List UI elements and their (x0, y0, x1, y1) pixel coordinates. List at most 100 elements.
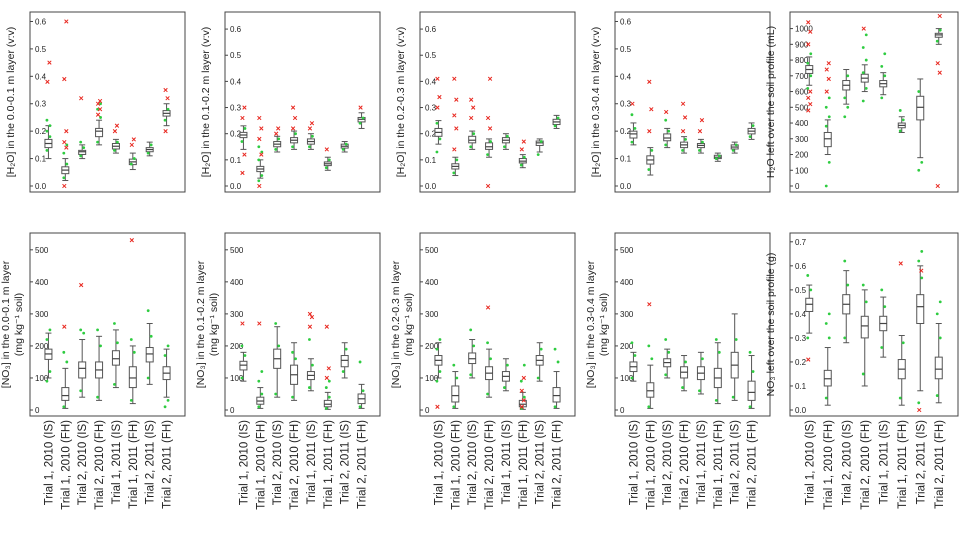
box-8 (162, 344, 171, 409)
y-axis-label-line: (mg kg⁻¹ soil) (208, 293, 220, 356)
y-tick-label: 0.4 (230, 77, 242, 86)
y-tick-label: 0.1 (620, 155, 632, 164)
point-green (864, 33, 868, 37)
point-green (435, 347, 439, 351)
outlier-stroke (290, 105, 296, 110)
outlier-red (307, 311, 313, 317)
outlier-red (276, 126, 281, 131)
point-green (917, 168, 921, 172)
outlier-stroke (808, 101, 813, 107)
y-axis-label-line: NO₃ left over the soil profile (g) (765, 253, 777, 397)
outlier-red (257, 321, 262, 326)
box-6 (323, 324, 332, 410)
box-8 (747, 350, 756, 409)
box-5 (696, 351, 705, 395)
box-1 (239, 321, 248, 382)
x-category-label: Trial 2, 2010 (FH) (94, 420, 106, 510)
outlier-stroke (806, 357, 811, 362)
point-green (917, 401, 921, 405)
point-green (935, 394, 939, 397)
point-green (843, 259, 847, 263)
point-green (240, 140, 244, 143)
outlier-red (240, 321, 245, 326)
point-green (45, 129, 49, 133)
outlier-red (452, 76, 457, 81)
point-green (519, 163, 523, 167)
point-green (681, 148, 684, 152)
outlier-red (919, 268, 924, 273)
outlier-stroke (452, 113, 457, 118)
y-axis-label: [H₂O] in the 0.3-0.4 m layer (v:v) (590, 27, 602, 178)
point-green (132, 157, 136, 160)
y-tick-label: 0 (620, 406, 625, 415)
y-axis-label-line: (mg kg⁻¹ soil) (403, 293, 415, 356)
y-axis-label: [H₂O] in the 0.2-0.3 m layer (v:v) (395, 27, 407, 178)
point-green (917, 259, 921, 263)
point-green (146, 376, 150, 380)
y-tick-label: 200 (795, 151, 809, 160)
y-tick-label: 0.3 (230, 104, 242, 113)
outlier-stroke (917, 407, 922, 413)
outlier-red (519, 388, 524, 393)
point-green (260, 392, 264, 396)
point-green (824, 396, 828, 400)
outlier-red (682, 115, 688, 120)
y-tick-label: 0 (795, 182, 800, 191)
point-green (327, 395, 331, 399)
outlier-red (131, 137, 136, 142)
point-green (846, 105, 850, 109)
box-8 (747, 122, 756, 140)
box-iqr (916, 95, 925, 121)
x-category-label: Trial 2, 2011 (IS) (730, 420, 742, 505)
outlier-stroke (937, 13, 942, 19)
point-green (146, 151, 150, 155)
outlier-stroke (485, 305, 491, 310)
point-green (901, 118, 905, 122)
y-tick-label: 1000 (795, 25, 813, 34)
outlier-red (97, 107, 103, 112)
outlier-red (307, 324, 313, 329)
point-green (938, 28, 942, 32)
box-8 (934, 13, 943, 189)
point-green (240, 344, 244, 348)
outlier-stroke (647, 129, 652, 134)
outlier-red (257, 136, 262, 142)
outlier-stroke (647, 302, 652, 307)
y-tick-label: 0.3 (795, 334, 807, 343)
outlier-red (699, 118, 705, 123)
outlier-red (97, 98, 103, 104)
point-green (79, 389, 83, 393)
box-5 (306, 311, 315, 392)
outlier-red (861, 26, 866, 31)
plot-frame (614, 232, 771, 417)
outlier-red (358, 105, 363, 110)
x-category-label: Trial 2, 2010 (IS) (272, 420, 284, 505)
outlier-stroke (242, 152, 247, 157)
point-green (731, 395, 735, 399)
box-7 (916, 78, 925, 172)
outlier-stroke (935, 61, 940, 66)
point-green (846, 74, 850, 78)
outlier-red (259, 152, 264, 157)
point-green (486, 341, 489, 345)
y-tick-label: 0.1 (425, 156, 437, 165)
point-green (452, 405, 456, 409)
outlier-red (435, 404, 440, 409)
outlier-stroke (437, 94, 442, 100)
point-green (861, 372, 865, 376)
y-tick-label: 300 (795, 135, 809, 144)
box-2 (451, 76, 460, 177)
box-2 (61, 324, 70, 409)
y-tick-label: 100 (620, 374, 634, 383)
y-tick-label: 0.1 (795, 382, 807, 391)
y-axis-label: [NO₃] in the 0.2-0.3 m layer(mg kg⁻¹ soi… (390, 260, 415, 388)
x-category-label: Trial 1, 2010 (IS) (238, 420, 250, 505)
outlier-red (163, 129, 168, 134)
point-green (260, 150, 264, 154)
point-green (274, 147, 278, 151)
point-green (82, 146, 86, 150)
point-green (650, 357, 654, 361)
plot-frame (789, 232, 959, 417)
box-iqr (111, 350, 120, 366)
point-green (864, 300, 868, 304)
